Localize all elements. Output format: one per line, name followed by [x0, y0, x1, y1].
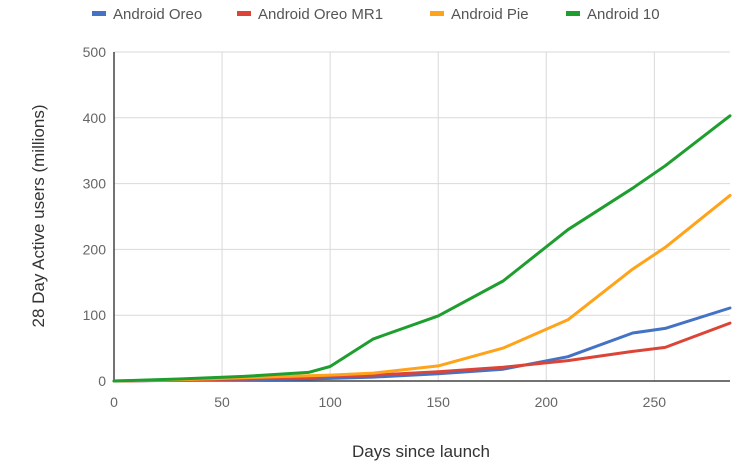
- gridlines: [114, 51, 730, 381]
- x-tick-label: 200: [535, 394, 559, 410]
- y-tick-label: 300: [83, 176, 107, 192]
- legend-label: Android 10: [587, 6, 660, 23]
- legend-label: Android Pie: [451, 6, 529, 23]
- legend-swatch: [92, 11, 106, 16]
- legend-swatch: [430, 11, 444, 16]
- y-tick-label: 100: [83, 307, 107, 323]
- x-tick-label: 100: [318, 394, 342, 410]
- series-line-android-10: [112, 114, 732, 383]
- legend-swatch: [566, 11, 580, 16]
- y-tick-label: 200: [83, 241, 107, 257]
- series-line-android-pie: [112, 193, 732, 383]
- legend-label: Android Oreo MR1: [258, 6, 383, 23]
- y-tick-label: 0: [98, 373, 106, 389]
- axes: 0 100 200 300 400 500 0 50 100 150 200 250: [83, 44, 730, 410]
- x-tick-label: 250: [643, 394, 667, 410]
- x-axis-title: Days since launch: [352, 442, 490, 461]
- legend: Android Oreo Android Oreo MR1 Android Pie A…: [92, 6, 660, 23]
- x-tick-label: 50: [214, 394, 230, 410]
- y-axis-title: 28 Day Active users (millions): [29, 105, 48, 328]
- legend-label: Android Oreo: [113, 6, 202, 23]
- x-tick-label: 150: [427, 394, 451, 410]
- y-tick-label: 500: [83, 44, 107, 60]
- legend-swatch: [237, 11, 251, 16]
- y-tick-label: 400: [83, 110, 107, 126]
- x-tick-label: 0: [110, 394, 118, 410]
- series-lines: [112, 114, 732, 383]
- series-line-android-oreo: [112, 306, 732, 383]
